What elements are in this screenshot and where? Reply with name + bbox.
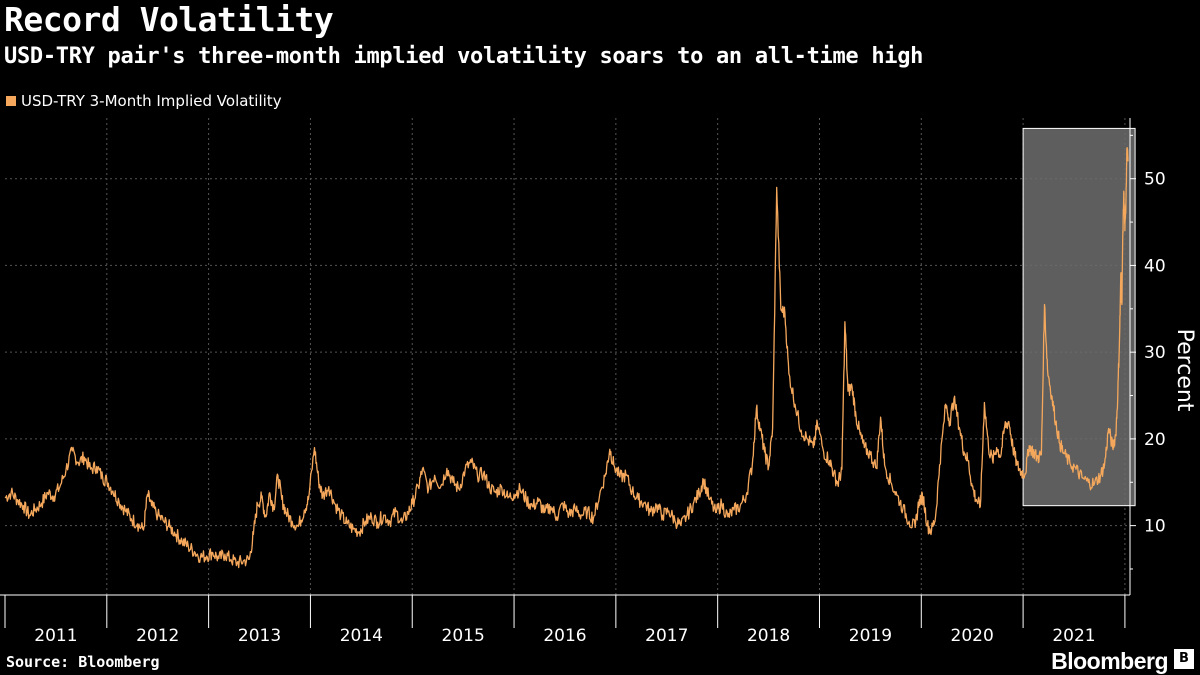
y-axis-label: Percent bbox=[1172, 329, 1197, 412]
chart-subtitle: USD-TRY pair's three-month implied volat… bbox=[4, 44, 924, 69]
x-tick-label-2013: 2013 bbox=[238, 626, 281, 646]
highlight-box bbox=[1022, 127, 1136, 507]
legend: USD-TRY 3-Month Implied Volatility bbox=[6, 92, 282, 110]
x-tick-label-2014: 2014 bbox=[340, 626, 383, 646]
x-tick-label-2011: 2011 bbox=[34, 626, 77, 646]
x-tick-label-2020: 2020 bbox=[951, 626, 994, 646]
x-tick-label-2018: 2018 bbox=[747, 626, 790, 646]
y-tick-label-50: 50 bbox=[1144, 170, 1166, 190]
axes: 10 20 30 40 50 2011 2012 2013 2014 2015 2016 2017 20… bbox=[0, 118, 1166, 646]
chart-title: Record Volatility bbox=[4, 0, 334, 39]
series-layer bbox=[4, 147, 1129, 569]
x-tick-label-2019: 2019 bbox=[849, 626, 892, 646]
y-tick-label-30: 30 bbox=[1144, 343, 1166, 363]
source-note: Source: Bloomberg bbox=[6, 653, 160, 671]
x-tick-label-2017: 2017 bbox=[645, 626, 688, 646]
y-tick-label-40: 40 bbox=[1144, 256, 1166, 276]
x-tick-label-2021: 2021 bbox=[1052, 626, 1095, 646]
legend-swatch bbox=[6, 96, 16, 106]
grid bbox=[5, 118, 1130, 595]
y-tick-label-10: 10 bbox=[1144, 517, 1166, 537]
y-tick-label-20: 20 bbox=[1144, 430, 1166, 450]
bloomberg-app-icon: B bbox=[1174, 649, 1194, 669]
x-tick-label-2015: 2015 bbox=[442, 626, 485, 646]
legend-label: USD-TRY 3-Month Implied Volatility bbox=[21, 92, 282, 110]
bloomberg-logo: Bloomberg bbox=[1051, 648, 1168, 674]
highlight-region bbox=[1022, 127, 1136, 507]
series-line-0 bbox=[4, 147, 1129, 569]
x-tick-label-2012: 2012 bbox=[136, 626, 179, 646]
x-tick-label-2016: 2016 bbox=[543, 626, 586, 646]
